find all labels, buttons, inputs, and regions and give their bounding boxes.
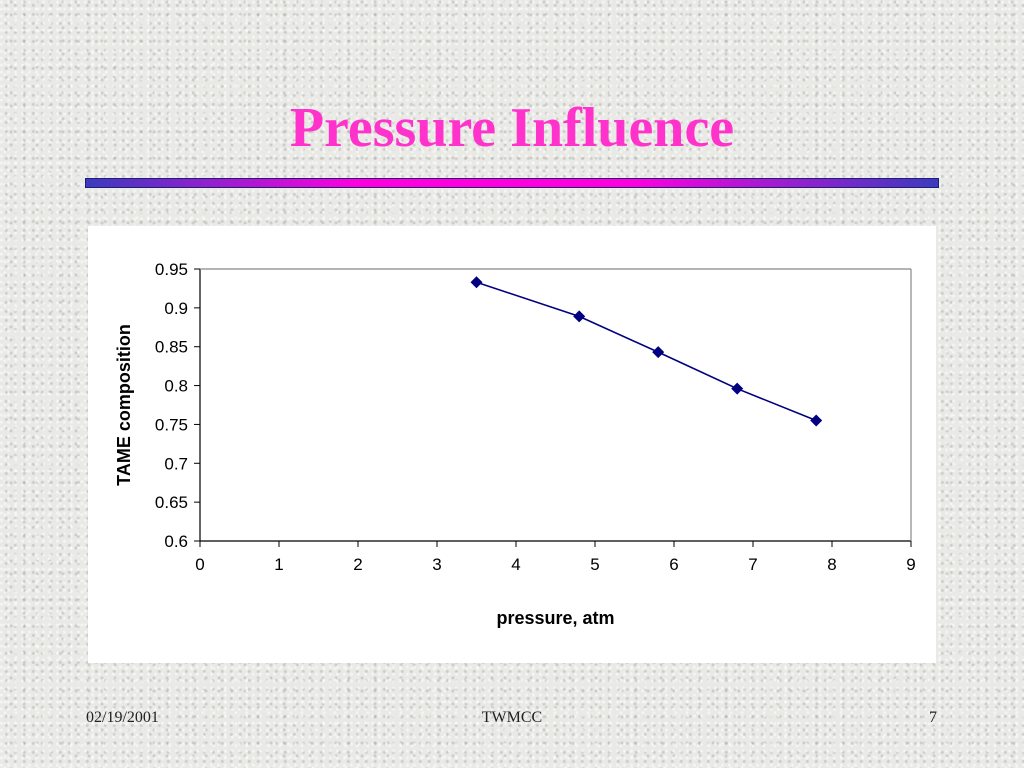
x-axis-ticks: 0 1 2 3 4 5 6 7 8 9 (195, 541, 916, 574)
footer-date: 02/19/2001 (86, 709, 159, 726)
page-number: 7 (929, 709, 937, 726)
footer-org: TWMCC (481, 709, 543, 726)
x-tick-label: 4 (511, 555, 520, 574)
slide-title: Pressure Influence (289, 97, 735, 159)
data-point-marker (810, 414, 823, 427)
x-tick-label: 2 (353, 555, 362, 574)
x-axis-label: pressure, atm (496, 608, 614, 628)
x-tick-label: 9 (906, 555, 915, 574)
series-layer (470, 276, 823, 427)
y-tick-label: 0.7 (164, 454, 188, 473)
series-line (476, 281, 817, 422)
x-tick-label: 5 (590, 555, 599, 574)
x-tick-label: 3 (432, 555, 441, 574)
y-tick-label: 0.8 (164, 377, 188, 396)
y-axis-ticks: 0.6 0.65 0.7 0.75 0.8 0.85 0.9 0.95 (155, 260, 200, 551)
x-tick-label: 6 (669, 555, 678, 574)
y-axis-label: TAME composition (114, 324, 134, 486)
y-tick-label: 0.9 (164, 299, 188, 318)
y-tick-label: 0.65 (155, 493, 188, 512)
data-point-marker (470, 276, 483, 289)
x-tick-label: 8 (827, 555, 836, 574)
y-tick-label: 0.85 (155, 338, 188, 357)
title-underline (85, 178, 939, 188)
data-point-marker (731, 382, 744, 395)
x-tick-label: 1 (274, 555, 283, 574)
y-tick-label: 0.6 (164, 532, 188, 551)
y-tick-label: 0.75 (155, 415, 188, 434)
data-point-marker (652, 346, 665, 359)
x-tick-label: 0 (195, 555, 204, 574)
y-tick-label: 0.95 (155, 260, 188, 279)
x-tick-label: 7 (748, 555, 757, 574)
data-point-marker (573, 310, 586, 323)
